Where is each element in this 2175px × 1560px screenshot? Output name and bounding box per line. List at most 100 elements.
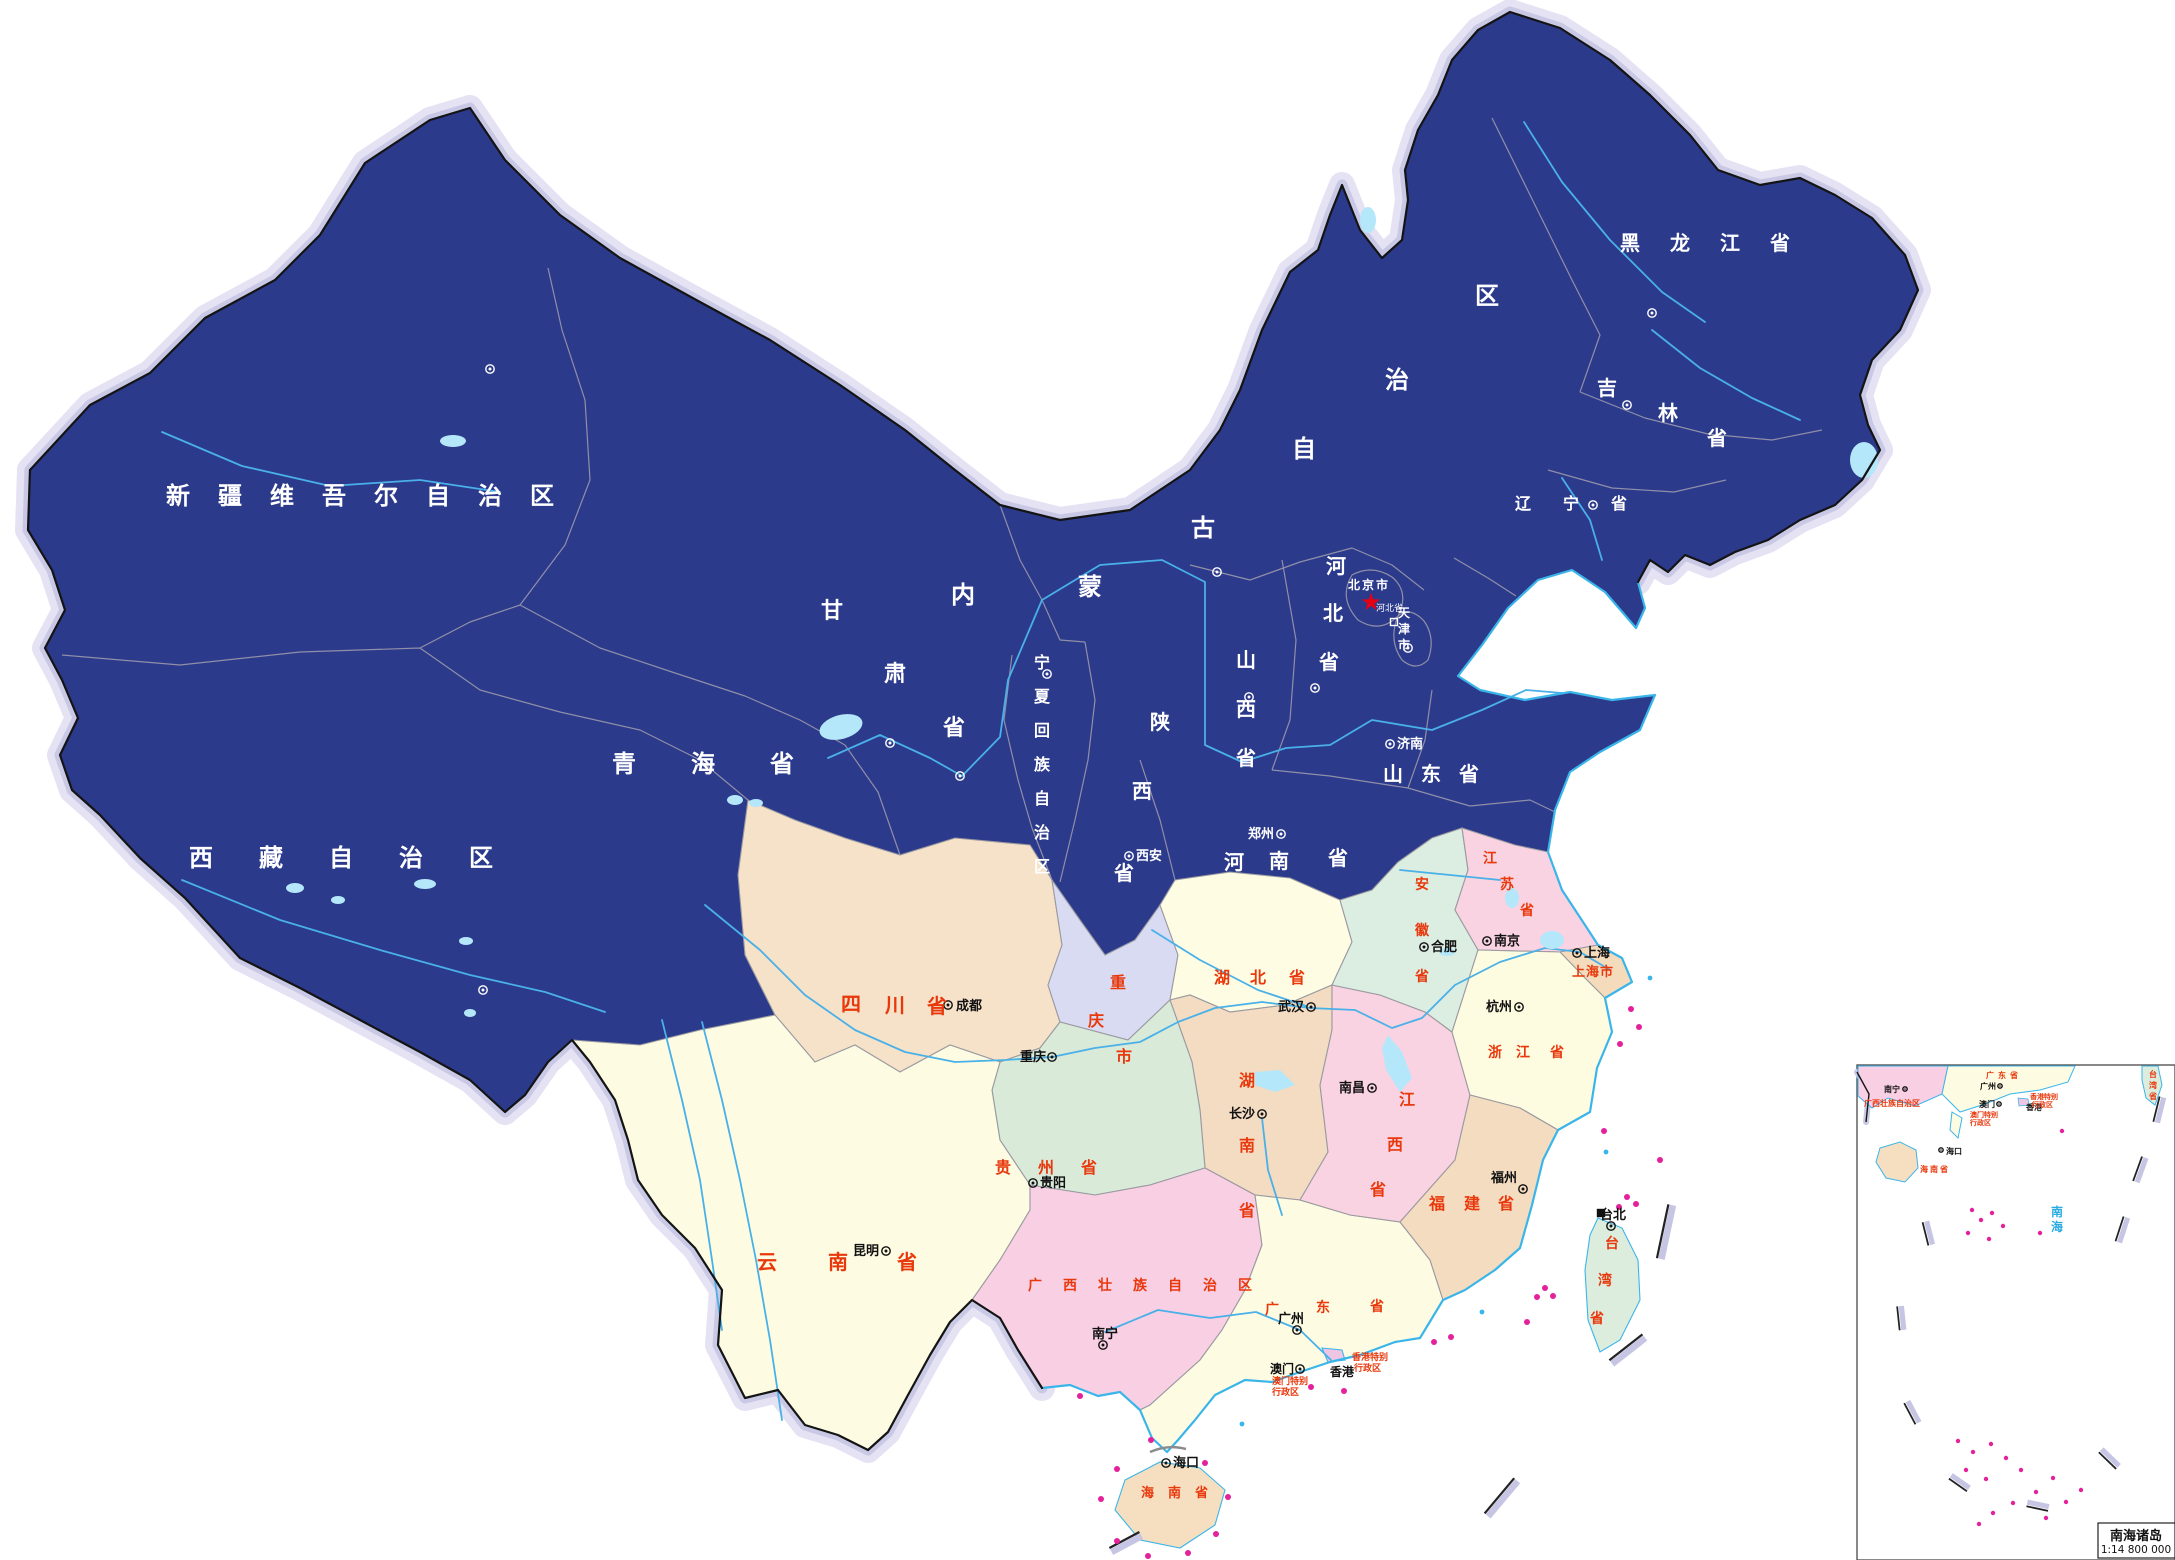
label-zhejiang: 江 bbox=[1516, 1044, 1530, 1061]
city-hefei: 合肥 bbox=[1419, 939, 1457, 955]
label-neimenggu: 自 bbox=[1292, 435, 1316, 463]
label-neimenggu: 古 bbox=[1191, 514, 1215, 542]
lake-lop bbox=[440, 435, 466, 447]
label-zhejiang: 浙 bbox=[1488, 1044, 1502, 1061]
city-fuzhou: 福州 bbox=[1490, 1170, 1528, 1194]
inset-island-dot bbox=[1963, 1467, 1969, 1473]
lake-taihu bbox=[1540, 931, 1564, 949]
inset-island-dot bbox=[1969, 1207, 1975, 1213]
svg-text:合肥: 合肥 bbox=[1431, 939, 1457, 955]
island-dot bbox=[1308, 1384, 1314, 1390]
svg-text:澳门: 澳门 bbox=[1979, 1099, 1995, 1109]
inset-island-dot bbox=[1990, 1510, 1996, 1516]
label-sichuan: 川 bbox=[884, 993, 905, 1017]
island-dot bbox=[1633, 1201, 1639, 1207]
label-taiwan: 省 bbox=[1589, 1310, 1604, 1327]
label-zhejiang: 省 bbox=[1549, 1044, 1564, 1061]
city-city-harbin bbox=[1647, 308, 1657, 318]
svg-text:南宁: 南宁 bbox=[1092, 1326, 1118, 1342]
city-city-shenyang bbox=[1588, 500, 1598, 510]
city-changsha: 长沙 bbox=[1229, 1106, 1267, 1122]
inset-guangdong bbox=[1941, 1065, 2076, 1113]
svg-text:西安: 西安 bbox=[1136, 848, 1162, 864]
label-shaanxi: 陕 bbox=[1150, 710, 1170, 734]
city-city-lanzhou bbox=[955, 771, 965, 781]
label-chongqing: 市 bbox=[1116, 1047, 1132, 1066]
inset-island-dot bbox=[2043, 1515, 2049, 1521]
label-hunan: 省 bbox=[1238, 1201, 1255, 1220]
city-wuhan: 武汉 bbox=[1278, 999, 1316, 1015]
label-xinjiang: 新疆维吾尔自治区 bbox=[166, 482, 582, 510]
label-anhui: 安 bbox=[1415, 876, 1429, 893]
dash-segment bbox=[1948, 1473, 1971, 1492]
label-neimenggu: 治 bbox=[1385, 366, 1409, 394]
island-dot bbox=[1341, 1388, 1347, 1394]
lake-chaohu bbox=[1439, 948, 1455, 956]
city-taipei-sq bbox=[1596, 1208, 1606, 1218]
label-heilongjiang: 黑龙江省 bbox=[1620, 231, 1820, 255]
label-ningxia: 夏 bbox=[1033, 687, 1051, 706]
city-zhengzhou: 郑州 bbox=[1248, 826, 1286, 842]
city-nanning: 南宁 bbox=[1092, 1326, 1118, 1350]
label-xizang: 西藏自治区 bbox=[189, 844, 539, 872]
inset-taiwan bbox=[2141, 1065, 2163, 1106]
city-city-shijiazhuang bbox=[1310, 683, 1320, 693]
city-chongqing-city: 重庆 bbox=[1020, 1049, 1057, 1065]
label-fujian: 省 bbox=[1497, 1194, 1514, 1213]
label-taiwan: 台 bbox=[1605, 1235, 1619, 1252]
dash-segment bbox=[2152, 1096, 2167, 1124]
inset-island-dot bbox=[1986, 1236, 1992, 1242]
lake-qinghai bbox=[819, 714, 863, 740]
svg-text:广州: 广州 bbox=[1980, 1081, 1996, 1091]
dash-segment bbox=[2098, 1447, 2121, 1470]
city-city-hohhot bbox=[1212, 567, 1222, 577]
city-hongkong: 香港 bbox=[1329, 1364, 1355, 1379]
svg-text:重庆: 重庆 bbox=[1020, 1049, 1046, 1065]
label-hk-sar-2: 行政区 bbox=[1353, 1362, 1381, 1374]
dash-segment bbox=[2026, 1499, 2050, 1512]
label-gansu: 省 bbox=[942, 716, 965, 741]
nine-dash-line-segments bbox=[1108, 1096, 2167, 1555]
dash-segment bbox=[1921, 1220, 1936, 1246]
label-hebei-exclave: 河北省 bbox=[1376, 602, 1403, 614]
dash-segment bbox=[1655, 1204, 1677, 1260]
svg-text:福州: 福州 bbox=[1490, 1170, 1517, 1186]
island-dot bbox=[1534, 1294, 1540, 1300]
land-borders bbox=[26, 10, 1920, 1452]
label-in-sea: 海 bbox=[2051, 1219, 2063, 1234]
city-in-haikou: 海口 bbox=[1938, 1146, 1962, 1156]
city-in-guangzhou: 广州 bbox=[1980, 1081, 2003, 1091]
label-in-hk2: 行政区 bbox=[2031, 1100, 2053, 1109]
label-ningxia: 治 bbox=[1034, 823, 1050, 842]
city-city-changchun bbox=[1622, 400, 1632, 410]
label-ningxia: 自 bbox=[1034, 789, 1050, 808]
label-shanxi: 省 bbox=[1235, 746, 1256, 770]
inset-island-dot bbox=[2059, 1128, 2065, 1134]
label-tianjin: 天 bbox=[1398, 606, 1411, 620]
islet-dot bbox=[1647, 975, 1653, 981]
island-dot bbox=[1213, 1531, 1219, 1537]
city-hangzhou: 杭州 bbox=[1486, 999, 1524, 1015]
label-hebei: 省 bbox=[1318, 650, 1339, 674]
islet-dot bbox=[1603, 1149, 1609, 1155]
city-macau: 澳门 bbox=[1270, 1361, 1305, 1376]
island-dot bbox=[1148, 1437, 1154, 1443]
island-markers bbox=[1077, 975, 2084, 1559]
label-guangdong: 省 bbox=[1369, 1298, 1384, 1315]
lake-dongting bbox=[1255, 1070, 1295, 1092]
island-dot bbox=[1077, 1393, 1083, 1399]
inset-island-dot bbox=[1965, 1230, 1971, 1236]
label-neimenggu: 蒙 bbox=[1078, 573, 1102, 601]
city-chengdu: 成都 bbox=[943, 998, 982, 1014]
rivers bbox=[161, 121, 1801, 1421]
city-city-taiyuan bbox=[1244, 692, 1254, 702]
label-shanxi: 山 bbox=[1236, 648, 1256, 672]
inset-island-dot bbox=[1976, 1521, 1982, 1527]
label-guangxi: 广西壮族自治区 bbox=[1028, 1277, 1273, 1294]
island-dot bbox=[1448, 1334, 1454, 1340]
island-dot bbox=[1636, 1024, 1642, 1030]
dash-segment bbox=[2114, 1216, 2131, 1244]
label-hubei: 湖 bbox=[1214, 968, 1230, 987]
label-shaanxi: 西 bbox=[1132, 779, 1152, 803]
